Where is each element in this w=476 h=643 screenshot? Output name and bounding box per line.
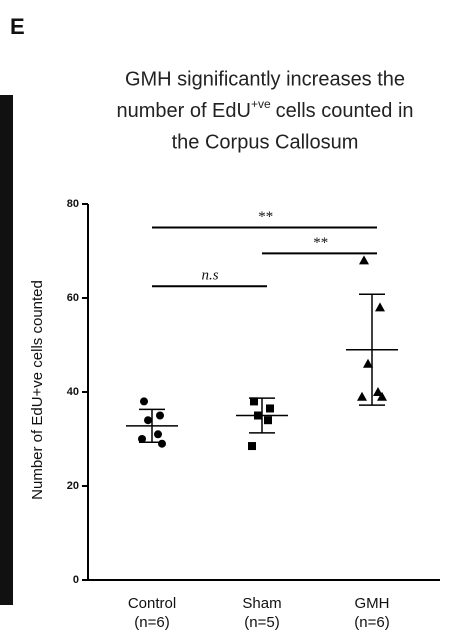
title-part: number of EdU xyxy=(116,100,251,122)
data-point xyxy=(248,442,256,450)
y-tick-label: 60 xyxy=(67,292,79,304)
data-point xyxy=(158,440,166,448)
significance-label: ** xyxy=(258,209,274,225)
x-tick-label: Sham xyxy=(242,595,281,612)
title-superscript: +ve xyxy=(251,97,271,111)
data-point xyxy=(144,416,152,424)
data-point xyxy=(154,430,162,438)
x-tick-label: GMH xyxy=(355,595,390,612)
data-point xyxy=(264,416,272,424)
chart-title: GMH significantly increases the xyxy=(125,68,405,90)
x-tick-label: Control xyxy=(128,595,176,612)
data-point xyxy=(140,397,148,405)
y-tick-label: 80 xyxy=(67,198,79,210)
y-tick-label: 0 xyxy=(73,574,79,586)
data-point xyxy=(266,404,274,412)
panel-label: E xyxy=(10,14,25,39)
chart: E GMH significantly increases the number… xyxy=(0,0,476,643)
y-axis-label: Number of EdU+ve cells counted xyxy=(29,280,46,500)
significance-label: ** xyxy=(313,235,329,251)
significance-label: n.s xyxy=(201,268,218,284)
cropped-image-edge xyxy=(0,95,13,605)
y-tick-label: 20 xyxy=(67,480,79,492)
title-part: cells counted in xyxy=(276,100,414,122)
y-tick-label: 40 xyxy=(67,386,79,398)
x-tick-note: (n=6) xyxy=(354,614,389,631)
chart-title: the Corpus Callosum xyxy=(172,131,359,153)
x-tick-note: (n=6) xyxy=(134,614,169,631)
data-point xyxy=(156,412,164,420)
background xyxy=(0,0,476,643)
x-tick-note: (n=5) xyxy=(244,614,279,631)
